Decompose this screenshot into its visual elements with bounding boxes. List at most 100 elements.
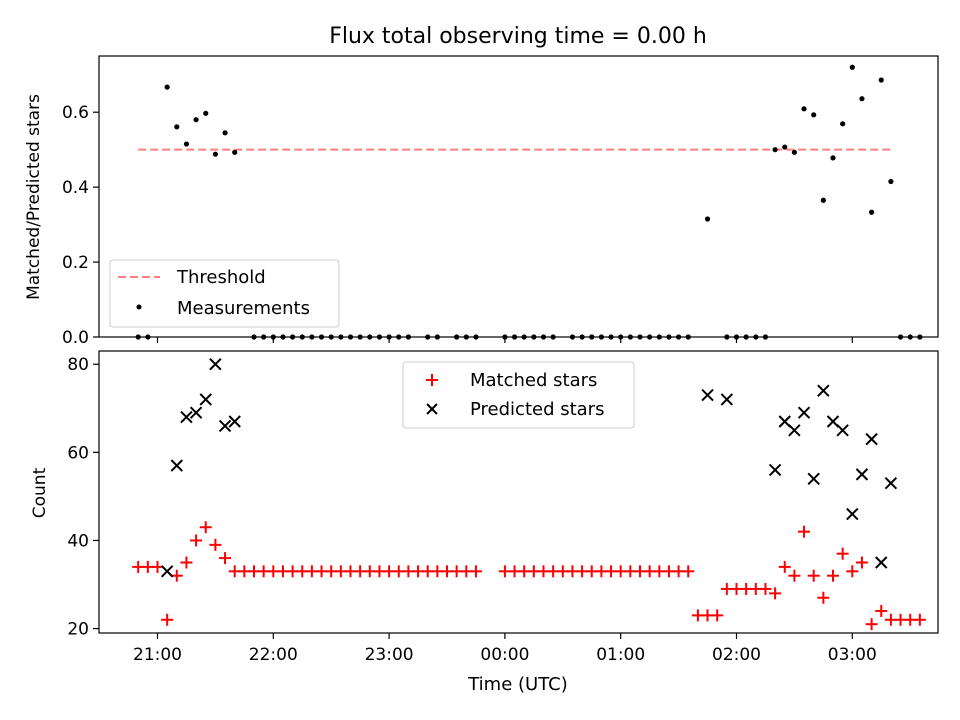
measurement-point: [791, 149, 798, 155]
matched-star-point: [219, 552, 232, 565]
x-tick-label: 23:00: [365, 645, 414, 665]
threshold-legend-label: Threshold: [176, 267, 266, 288]
measurement-point: [193, 117, 199, 123]
chart-title: Flux total observing time = 0.00 h: [329, 24, 707, 49]
matched-star-point: [855, 556, 868, 569]
matched-star-point: [711, 609, 724, 622]
matched-star-point: [836, 547, 849, 560]
ratio-y-tick-label: 0.4: [62, 178, 89, 198]
ratio-y-tick-label: 0.0: [62, 328, 89, 348]
ratio-panel: Matched/Predicted stars 0.0 0.2 0.4 0.6 Thr…: [24, 55, 939, 348]
ratio-y-axis-label: Matched/Predicted stars: [24, 94, 44, 300]
matched-star-point: [798, 525, 811, 538]
count-y-tick-label: 40: [67, 531, 89, 551]
count-y-axis-label: Count: [30, 467, 50, 518]
predicted-star-point: [807, 472, 820, 485]
predicted-star-point: [875, 556, 888, 569]
measurement-point: [212, 151, 218, 157]
predicted-star-point: [846, 507, 859, 521]
x-tick-label: 21:00: [133, 645, 182, 665]
matched-star-point: [682, 565, 695, 578]
measurement-point: [869, 209, 875, 215]
count-x-ticks: 21:00 22:00 23:00 00:00 01:00 02:00 03:00: [133, 633, 877, 665]
x-axis-label: Time (UTC): [467, 674, 568, 695]
predicted-star-point: [826, 415, 840, 428]
measurement-point: [203, 110, 209, 116]
matched-star-point: [817, 591, 830, 604]
ratio-y-tick-label: 0.2: [62, 253, 89, 273]
measurement-point: [830, 155, 836, 161]
matched-star-point: [180, 556, 193, 569]
measurement-point: [859, 96, 865, 102]
predicted-star-point: [218, 419, 232, 433]
measurement-point: [888, 178, 894, 185]
measurement-point: [878, 77, 884, 83]
ratio-axes-frame: [98, 55, 939, 338]
matched-star-point: [469, 565, 482, 578]
x-tick-label: 03:00: [828, 645, 877, 665]
measurement-point: [840, 121, 846, 127]
count-y-tick-label: 80: [67, 355, 89, 375]
measurements-legend-marker: [136, 304, 142, 310]
predicted-star-point: [817, 384, 830, 397]
count-panel: Count 20 40 60 80 21:00 22:00 23:00 00:00 01:00…: [30, 350, 939, 665]
count-plot-marks: [132, 358, 926, 631]
matched-star-point: [769, 587, 782, 600]
count-axes-frame: [98, 350, 939, 634]
predicted-star-point: [720, 393, 734, 406]
x-tick-label: 01:00: [596, 645, 645, 665]
measurement-point: [222, 130, 228, 136]
predicted-star-point: [199, 393, 212, 406]
measurement-point: [820, 197, 826, 203]
x-tick-label: 02:00: [712, 645, 761, 665]
count-legend-box: [402, 361, 635, 429]
matched-star-point: [788, 569, 801, 582]
ratio-y-ticks: 0.0 0.2 0.4 0.6: [62, 103, 99, 348]
ratio-legend: Threshold Measurements: [109, 259, 340, 328]
matched-star-point: [827, 569, 839, 582]
count-y-tick-label: 20: [67, 620, 89, 640]
count-legend: Matched stars Predicted stars: [402, 361, 635, 429]
x-tick-label: 22:00: [249, 645, 298, 665]
predicted-star-point: [768, 463, 782, 477]
matched-star-point: [778, 560, 791, 573]
measurement-point: [232, 149, 238, 155]
matched-star-point: [759, 582, 772, 595]
ratio-plot-marks: [135, 64, 923, 340]
matched-star-point: [161, 613, 174, 626]
predicted-star-point: [778, 415, 791, 428]
measurement-point: [704, 216, 711, 222]
ratio-legend-box: [109, 259, 340, 328]
matched-star-point: [865, 618, 878, 631]
predicted-star-point: [788, 424, 801, 437]
predicted-legend-marker: [426, 403, 438, 415]
predicted-star-point: [160, 565, 174, 578]
predicted-star-point: [836, 424, 849, 437]
matched-star-point: [875, 604, 888, 617]
count-y-ticks: 20 40 60 80: [67, 355, 99, 640]
measurement-point: [772, 147, 778, 153]
measurement-point: [782, 144, 788, 150]
measurement-point: [811, 112, 817, 118]
predicted-star-point: [189, 406, 203, 419]
measurement-point: [183, 141, 190, 147]
ratio-y-tick-label: 0.6: [62, 103, 89, 123]
measurement-point: [174, 124, 180, 130]
x-tick-label: 00:00: [480, 645, 529, 665]
predicted-star-point: [855, 468, 869, 481]
predicted-star-point: [180, 410, 193, 424]
predicted-star-point: [209, 358, 222, 371]
matched-star-point: [209, 538, 222, 551]
predicted-star-point: [797, 406, 811, 419]
matched-star-point: [199, 521, 212, 534]
matched-star-point: [913, 613, 926, 626]
matched-star-point: [807, 569, 820, 582]
predicted-star-point: [170, 459, 184, 472]
matched-star-point: [846, 565, 859, 578]
measurement-point: [849, 64, 855, 70]
measurements-legend-label: Measurements: [177, 298, 310, 319]
matched-legend-label: Matched stars: [470, 370, 597, 391]
predicted-legend-label: Predicted stars: [470, 399, 604, 420]
